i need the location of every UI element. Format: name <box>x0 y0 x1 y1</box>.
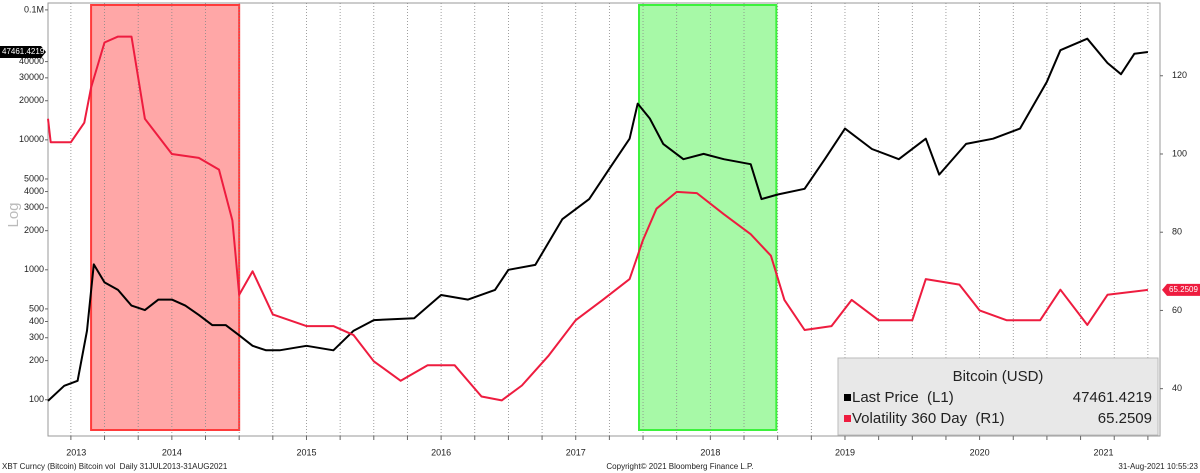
y-tick-label: 3000 <box>24 202 44 212</box>
legend-box <box>837 357 1159 436</box>
value-tag-label: 47461.4219 <box>2 47 45 56</box>
y-tick-label: 500 <box>29 303 44 313</box>
x-tick-label: 2018 <box>700 447 720 457</box>
legend-swatch <box>844 394 851 401</box>
x-tick-label: 2020 <box>970 447 990 457</box>
value-tag <box>0 45 46 58</box>
x-tick-label: 2015 <box>296 447 316 457</box>
y-tick-label: 200 <box>29 355 44 365</box>
legend-label: Volatility 360 Day (R1) <box>852 410 1005 427</box>
highlight-box <box>638 4 778 431</box>
x-tick-label: 2021 <box>1093 447 1113 457</box>
value-tag-label: 65.2509 <box>1169 285 1198 294</box>
y-tick-label: 30000 <box>19 72 44 82</box>
footer-center: Copyright© 2021 Bloomberg Finance L.P. <box>606 462 753 471</box>
x-tick-label: 2016 <box>431 447 451 457</box>
legend-value: 65.2509 <box>1098 410 1152 427</box>
y-tick-label: 4000 <box>24 186 44 196</box>
y-tick-label: 10000 <box>19 134 44 144</box>
y-axis-label: Log <box>5 202 22 227</box>
series-line <box>47 37 1149 402</box>
x-tick-label: 2014 <box>162 447 182 457</box>
plot-frame <box>47 2 1161 437</box>
series-line <box>47 35 1149 402</box>
x-tick-label: 2017 <box>566 447 586 457</box>
y2-tick-label: 80 <box>1172 227 1182 237</box>
value-tag <box>1162 283 1200 296</box>
legend-value: 47461.4219 <box>1073 389 1152 406</box>
footer-right: 31-Aug-2021 10:55:23 <box>1118 462 1198 471</box>
y-tick-label: 5000 <box>24 173 44 183</box>
y-tick-label: 400 <box>29 316 44 326</box>
y-tick-label: 100 <box>29 394 44 404</box>
legend-title: Bitcoin (USD) <box>953 368 1044 385</box>
y2-tick-label: 100 <box>1172 148 1187 158</box>
y2-tick-label: 60 <box>1172 305 1182 315</box>
legend-label: Last Price (L1) <box>852 389 954 406</box>
legend-swatch <box>844 415 851 422</box>
x-tick-label: 2019 <box>835 447 855 457</box>
footer-left: XBT Curncy (Bitcoin) Bitcoin vol Daily 3… <box>2 462 228 471</box>
y-tick-label: 1000 <box>24 264 44 274</box>
highlight-box <box>90 4 241 431</box>
y-tick-label: 40000 <box>19 56 44 66</box>
y-tick-label: 2000 <box>24 225 44 235</box>
y-tick-label: 20000 <box>19 95 44 105</box>
y-tick-label: 300 <box>29 332 44 342</box>
y-tick-label: 0.1M <box>24 4 44 14</box>
x-tick-label: 2013 <box>66 447 86 457</box>
y2-tick-label: 120 <box>1172 70 1187 80</box>
y2-tick-label: 40 <box>1172 383 1182 393</box>
